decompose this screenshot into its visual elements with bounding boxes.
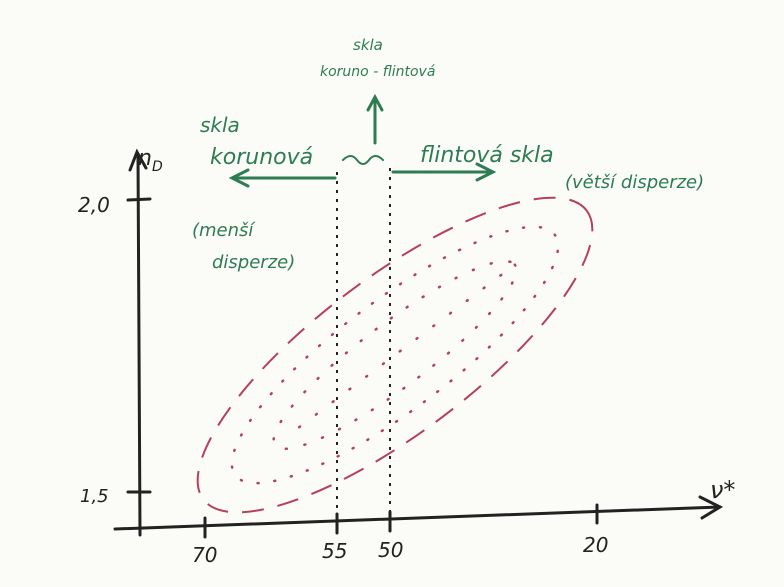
y-axis xyxy=(138,155,140,535)
label: skla xyxy=(200,113,240,137)
label: koruno - flintová xyxy=(320,64,435,80)
y-tick-label: 2,0 xyxy=(78,193,110,217)
x-tick-label: 70 xyxy=(192,543,217,567)
label: flintová skla xyxy=(420,143,554,168)
label: korunová xyxy=(210,145,313,170)
x-label: ν* xyxy=(710,476,735,504)
x-tick-label: 55 xyxy=(322,539,347,563)
label: skla xyxy=(353,36,383,54)
y-tick xyxy=(128,199,150,200)
diagram: nD ν* 2,0 1,5 70 55 50 20 skla koruno - … xyxy=(0,0,784,587)
label: (větší disperze) xyxy=(565,172,704,193)
y-label-text: n xyxy=(138,146,152,171)
y-label-sub: D xyxy=(152,159,163,175)
label: (menší xyxy=(192,220,256,241)
x-tick-label: 20 xyxy=(583,533,608,557)
x-tick-label: 50 xyxy=(378,538,403,562)
paper xyxy=(0,0,784,587)
label: disperze) xyxy=(212,252,295,273)
y-tick-label: 1,5 xyxy=(80,486,109,507)
